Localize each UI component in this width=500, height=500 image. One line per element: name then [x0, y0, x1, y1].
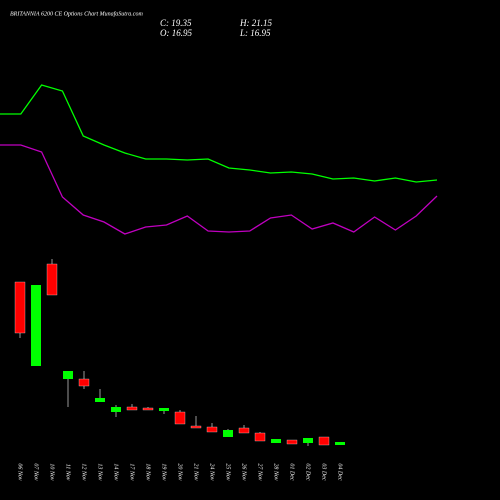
stat: C: 19.35 — [160, 18, 192, 28]
candle-body — [159, 408, 169, 411]
candle-body — [31, 285, 41, 366]
candle-body — [271, 439, 281, 443]
candle-body — [238, 427, 250, 434]
x-tick-label: 12 Nov — [81, 463, 87, 481]
candle-body — [335, 442, 345, 445]
candle-body — [78, 378, 90, 387]
candle-body — [126, 406, 138, 411]
x-tick-label: 18 Nov — [145, 463, 151, 481]
candle-body — [190, 425, 202, 429]
candle-body — [254, 432, 266, 442]
x-tick-label: 13 Nov — [97, 463, 103, 481]
x-tick-label: 28 Nov — [273, 463, 279, 481]
x-tick-label: 01 Dec — [289, 463, 295, 480]
x-tick-label: 27 Nov — [257, 463, 263, 481]
x-tick-label: 07 Nov — [33, 463, 39, 481]
x-tick-label: 25 Nov — [225, 463, 231, 481]
x-tick-label: 26 Nov — [241, 463, 247, 481]
x-tick-label: 19 Nov — [161, 463, 167, 481]
chart-title: BRITANNIA 6200 CE Options Chart MunafaSu… — [10, 10, 143, 17]
x-tick-label: 14 Nov — [113, 463, 120, 481]
candle-body — [206, 426, 218, 433]
candle-body — [142, 407, 154, 411]
x-tick-label: 17 Nov — [129, 463, 135, 481]
stat: H: 21.15 — [239, 18, 272, 28]
x-tick-label: 03 Dec — [321, 463, 327, 480]
x-tick-label: 21 Nov — [193, 463, 199, 481]
stat: O: 16.95 — [160, 28, 192, 38]
x-tick-label: 04 Dec — [337, 463, 344, 480]
candle-body — [318, 436, 330, 446]
stat: L: 16.95 — [239, 28, 271, 38]
x-tick-label: 06 Nov — [17, 463, 23, 481]
candle-body — [174, 411, 186, 425]
candle-body — [95, 398, 105, 402]
candle-body — [111, 407, 121, 412]
indicator-line — [0, 144, 438, 235]
x-tick-label: 20 Nov — [177, 463, 183, 481]
x-tick-label: 02 Dec — [305, 463, 311, 480]
candle-body — [286, 439, 298, 445]
indicator-line — [0, 84, 438, 183]
candle-body — [223, 430, 233, 437]
candle-body — [63, 371, 73, 379]
x-tick-label: 24 Nov — [209, 463, 216, 481]
candle-body — [303, 438, 313, 443]
candle-body — [14, 281, 26, 334]
candle-body — [46, 263, 58, 296]
x-tick-label: 11 Nov — [65, 464, 71, 481]
x-tick-label: 10 Nov — [49, 463, 55, 481]
